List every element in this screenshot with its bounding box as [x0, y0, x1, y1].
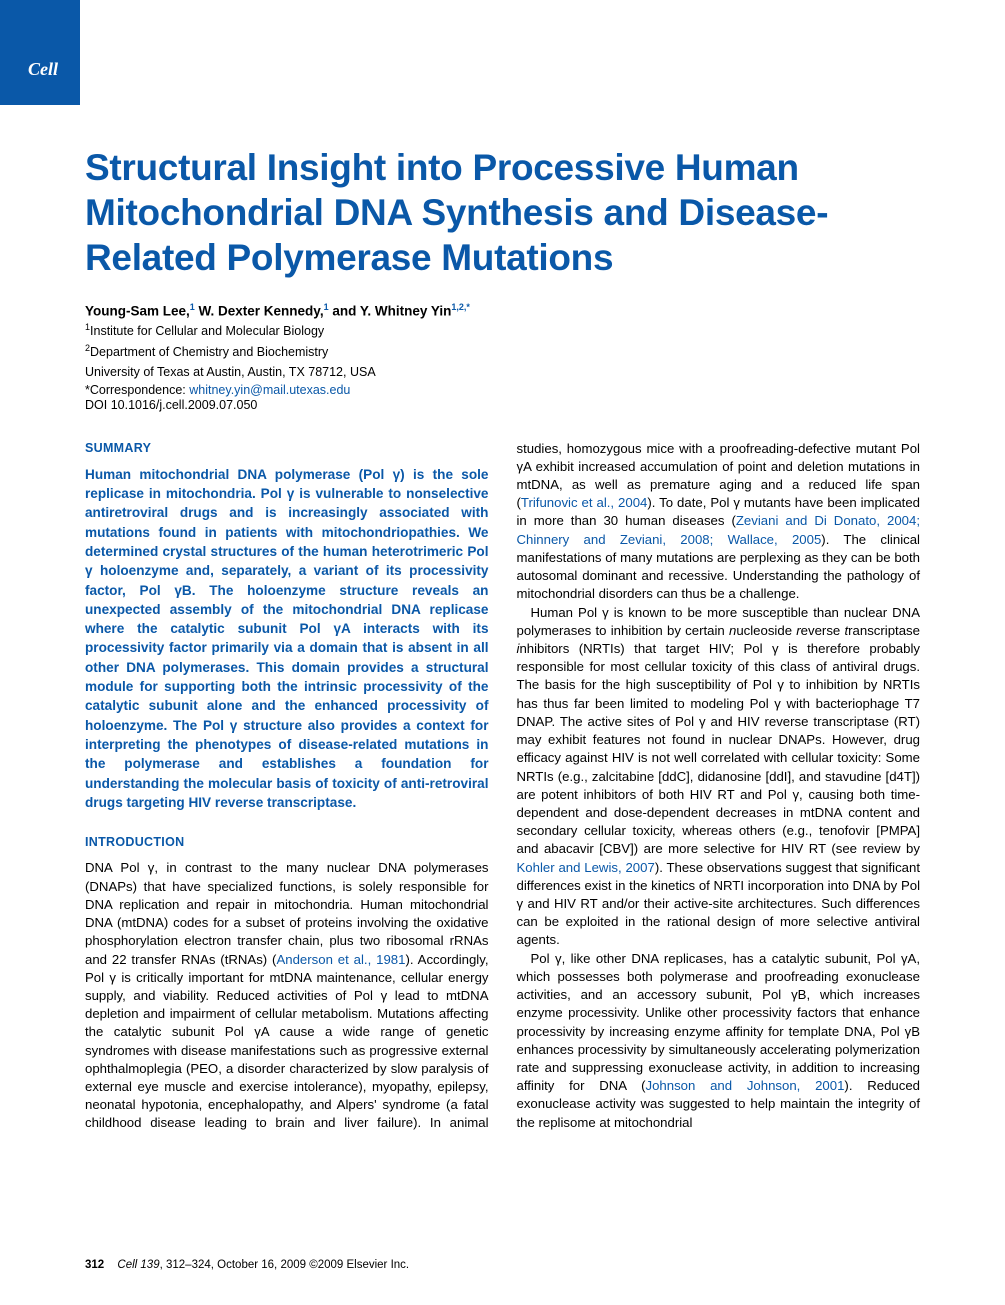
brand-block [0, 0, 80, 105]
page-number: 312 [85, 1259, 104, 1271]
correspondence-label: *Correspondence: [85, 383, 189, 397]
correspondence: *Correspondence: whitney.yin@mail.utexas… [85, 383, 920, 397]
affiliation-1: 1Institute for Cellular and Molecular Bi… [85, 321, 920, 340]
doi: DOI 10.1016/j.cell.2009.07.050 [85, 398, 920, 412]
authors-line: Young-Sam Lee,1 W. Dexter Kennedy,1 and … [85, 302, 920, 319]
body-paragraph: Pol γ, like other DNA replicases, has a … [517, 950, 921, 1132]
footer-copyright: ©2009 Elsevier Inc. [309, 1259, 409, 1271]
footer-volume: 139 [140, 1259, 159, 1271]
footer-date: October 16, 2009 [217, 1259, 306, 1271]
affiliation-2: 2Department of Chemistry and Biochemistr… [85, 342, 920, 361]
footer-pages: 312–324 [166, 1259, 211, 1271]
address: University of Texas at Austin, Austin, T… [85, 363, 920, 381]
body-paragraph: Human Pol γ is known to be more suscepti… [517, 604, 921, 950]
brand-logo: Cell [28, 59, 58, 80]
page-footer: 312 Cell 139, 312–324, October 16, 2009 … [85, 1259, 409, 1271]
summary-heading: SUMMARY [85, 440, 489, 457]
journal-name: Cell [117, 1259, 137, 1271]
page: Cell Structural Insight into Processive … [0, 0, 1005, 1305]
affil-text-1: Institute for Cellular and Molecular Bio… [90, 324, 324, 338]
article-title: Structural Insight into Processive Human… [85, 145, 920, 280]
text-columns: SUMMARY Human mitochondrial DNA polymera… [85, 440, 920, 1133]
correspondence-email[interactable]: whitney.yin@mail.utexas.edu [189, 383, 350, 397]
introduction-heading: INTRODUCTION [85, 834, 489, 851]
summary-text: Human mitochondrial DNA polymerase (Pol … [85, 465, 489, 812]
affil-text-2: Department of Chemistry and Biochemistry [90, 345, 328, 359]
